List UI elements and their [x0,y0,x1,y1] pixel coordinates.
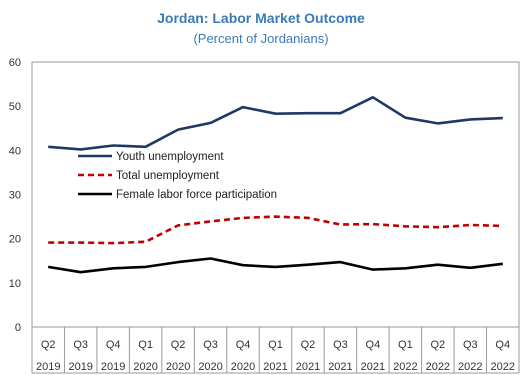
x-tick-year: 2020 [198,361,222,373]
x-tick-quarter: Q4 [236,339,251,351]
x-tick-quarter: Q4 [495,339,510,351]
chart-subtitle: (Percent of Jordanians) [193,31,328,46]
x-tick-quarter: Q2 [301,339,316,351]
series-line-3 [47,257,503,274]
y-tick-label: 20 [9,234,21,246]
legend-label-3: Female labor force participation [116,189,277,201]
legend-label-2: Total unemployment [116,170,220,182]
series-line-2 [48,215,503,245]
x-tick-quarter: Q3 [333,339,348,351]
x-tick-quarter: Q2 [171,339,186,351]
y-tick-label: 50 [9,101,21,113]
y-tick-label: 10 [9,278,21,290]
x-tick-quarter: Q1 [138,339,153,351]
x-tick-year: 2022 [426,361,450,373]
x-tick-year: 2020 [231,361,255,373]
chart-title: Jordan: Labor Market Outcome [157,10,365,26]
x-tick-year: 2022 [458,361,482,373]
x-tick-quarter: Q4 [106,339,121,351]
x-tick-year: 2021 [361,361,385,373]
legend: Youth unemployment Total unemployment Fema… [78,151,277,201]
x-tick-year: 2019 [68,361,92,373]
x-tick-year: 2021 [263,361,287,373]
y-tick-label: 40 [9,145,21,157]
x-tick-year: 2019 [36,361,60,373]
x-tick-quarter: Q2 [430,339,445,351]
series-line-1 [48,96,503,151]
x-tick-quarter: Q3 [73,339,88,351]
x-tick-year: 2020 [133,361,157,373]
x-tick-year: 2019 [101,361,125,373]
series-lines [47,96,503,274]
x-tick-quarter: Q4 [366,339,381,351]
y-tick-label: 30 [9,190,21,202]
legend-label-1: Youth unemployment [116,151,224,163]
x-tick-quarter: Q3 [203,339,218,351]
y-tick-label: 60 [9,57,21,69]
x-tick-year: 2021 [328,361,352,373]
x-tick-quarter: Q3 [463,339,478,351]
x-tick-year: 2022 [491,361,515,373]
x-tick-year: 2020 [166,361,190,373]
axes: 0 10 20 30 40 50 60 Q2 2019 Q3 2019 Q4 2019 Q1 2020 Q2 2… [9,57,520,374]
x-tick-year: 2022 [393,361,417,373]
plot-frame [31,61,520,328]
x-tick-quarter: Q2 [41,339,56,351]
x-tick-quarter: Q1 [268,339,283,351]
y-tick-label: 0 [15,322,21,334]
x-tick-quarter: Q1 [398,339,413,351]
x-tick-year: 2021 [296,361,320,373]
